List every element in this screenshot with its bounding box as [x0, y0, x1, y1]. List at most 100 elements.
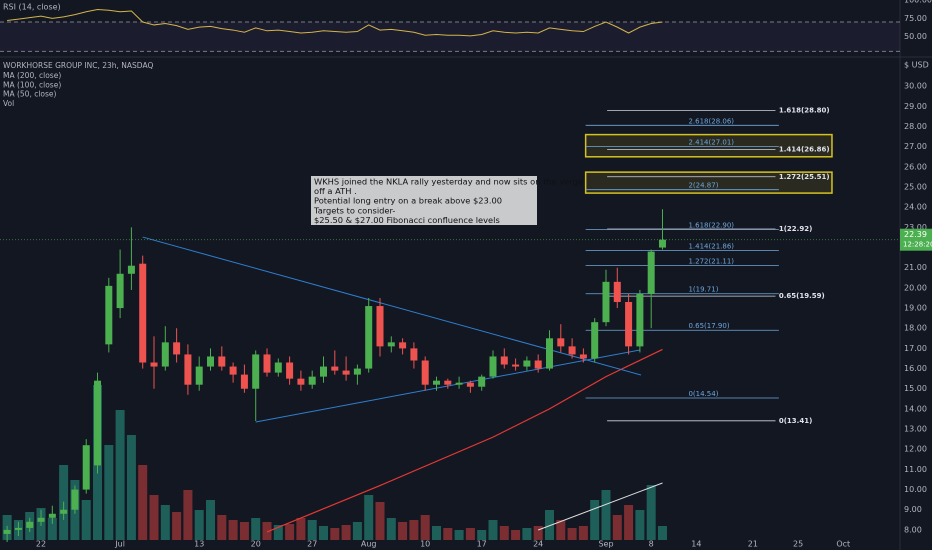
indicator-label: MA (50, close) [3, 90, 57, 99]
y-tick-label: 100.00 [904, 0, 932, 5]
candle-body [342, 370, 350, 375]
fib-label: 0(14.54) [688, 390, 718, 398]
y-tick-label: 9.00 [904, 505, 922, 514]
candle-body [207, 356, 215, 367]
candle-body [658, 239, 666, 248]
candle-body [478, 376, 486, 387]
last-price-box [900, 228, 932, 251]
annotation-text: $25.50 & $27.00 Fibonacci confluence lev… [314, 215, 500, 225]
candle-body [229, 366, 237, 375]
volume-bar [612, 515, 622, 540]
candle-body [399, 342, 407, 349]
candle-body [636, 293, 644, 347]
candle-body [613, 281, 621, 303]
x-tick-label: 27 [307, 540, 317, 549]
candle-body [602, 281, 610, 323]
candle-body [26, 521, 34, 528]
volume-bar [47, 518, 57, 540]
candle-body [320, 366, 328, 377]
volume-bar [375, 502, 385, 540]
candle-body [625, 302, 633, 347]
countdown-label: 12:28:20 [903, 241, 932, 249]
candle-body [240, 374, 248, 389]
candle-body [489, 356, 497, 377]
annotation-text: Targets to consider- [313, 205, 395, 215]
x-tick-label: 25 [793, 540, 803, 549]
volume-bar [160, 505, 170, 540]
fib-label: 1.414(21.86) [688, 242, 734, 250]
candle-body [432, 380, 440, 385]
candle-body [263, 354, 271, 373]
volume-bar [624, 505, 634, 540]
volume-bar [352, 522, 362, 540]
candle-body [3, 529, 11, 534]
volume-bar [657, 526, 667, 540]
candle-body [161, 342, 169, 367]
volume-bar [556, 520, 566, 540]
volume-bar [228, 520, 238, 540]
chart-title: WORKHORSE GROUP INC, 23h, NASDAQ [3, 61, 153, 70]
indicator-label: Vol [3, 99, 14, 108]
volume-bar [273, 525, 283, 540]
volume-bar [601, 490, 611, 540]
annotation-box [311, 176, 537, 225]
volume-bar [465, 528, 475, 540]
rsi-band [0, 22, 900, 52]
volume-bar [646, 485, 656, 540]
volume-bar [206, 500, 216, 540]
y-tick-label: 25.00 [904, 183, 927, 192]
y-tick-label: 11.00 [904, 465, 927, 474]
panel-title: RSI (14, close) [3, 3, 61, 12]
fib-label: 1(22.92) [779, 225, 812, 233]
volume-bar [194, 510, 204, 540]
volume-bar [409, 520, 419, 540]
candle-body [297, 378, 305, 385]
moving-average [266, 348, 663, 533]
volume-bar [172, 512, 182, 540]
volume-bar [296, 518, 306, 540]
x-tick-label: 24 [533, 540, 543, 549]
volume-bar [104, 445, 114, 540]
candle-body [82, 445, 90, 490]
y-tick-label: 23.00 [904, 223, 927, 232]
annotation-text: WKHS joined the NKLA rally yesterday and… [314, 177, 583, 187]
fib-label: 1.618(22.90) [688, 221, 734, 229]
y-tick-label: 10.00 [904, 485, 927, 494]
last-price-label: 22.39 [904, 230, 927, 239]
y-tick-label: 30.00 [904, 82, 927, 91]
candle-body [94, 380, 102, 466]
volume-bar [590, 500, 600, 540]
candle-body [512, 364, 520, 367]
y-tick-label: 28.00 [904, 122, 927, 131]
y-tick-label: 15.00 [904, 384, 927, 393]
fib-label: 1.272(25.51) [779, 173, 830, 181]
candle-body [139, 263, 147, 363]
volume-bar [251, 518, 261, 540]
candle-body [184, 354, 192, 385]
candle-body [579, 354, 587, 359]
candle-body [48, 513, 56, 518]
x-tick-label: 10 [420, 540, 430, 549]
x-tick-label: 21 [748, 540, 758, 549]
fib-label: 1.618(28.80) [779, 106, 830, 114]
currency-label: $ USD [904, 61, 929, 70]
candle-body [286, 362, 294, 379]
candle-body [466, 382, 474, 387]
candle-body [376, 306, 384, 347]
indicator-label: MA (100, close) [3, 80, 61, 89]
volume-bar [511, 530, 521, 540]
volume-bar [443, 528, 453, 540]
candle-body [365, 306, 373, 369]
fib-label: 1(19.71) [688, 286, 718, 294]
candle-body [218, 356, 226, 367]
volume-bar [386, 518, 396, 540]
y-tick-label: 16.00 [904, 364, 927, 373]
volume-bar [454, 530, 464, 540]
volume-bar [149, 495, 159, 540]
volume-bar [477, 530, 487, 540]
volume-bar [285, 524, 295, 540]
volume-bar [330, 528, 340, 540]
volume-bar [319, 526, 329, 540]
